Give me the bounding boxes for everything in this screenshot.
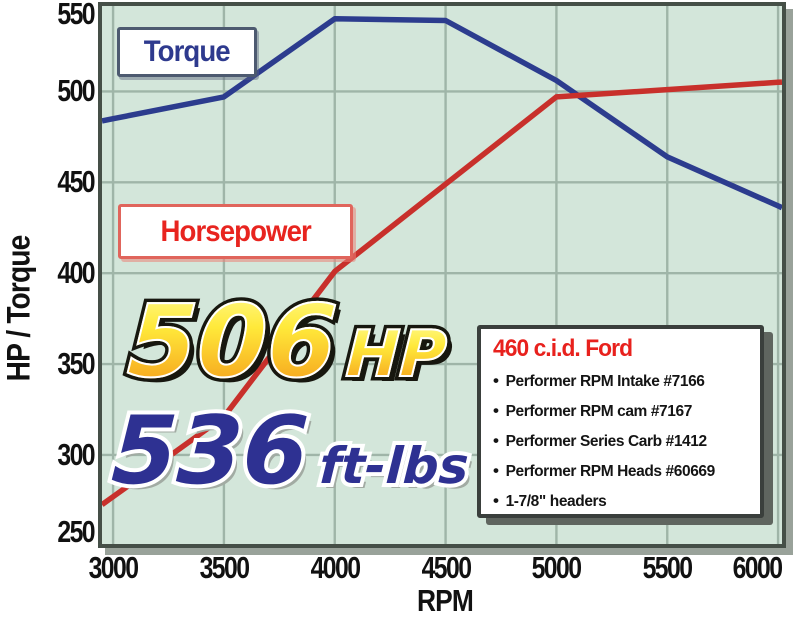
plot-area [98,2,786,548]
engine-spec-list: • Performer RPM Intake #7166 • Performer RP… [493,366,752,516]
x-tick-label: 5500 [642,550,693,585]
y-tick-label: 300 [57,436,95,472]
peak-horsepower-callout: 506 506 HP HP [120,279,453,405]
spec-item: • Performer RPM Intake #7166 [493,366,752,396]
x-tick-label: 4000 [310,550,360,585]
spec-item: • 1-7/8" headers [493,486,752,516]
horsepower-legend: Horsepower [118,204,353,259]
spec-item-text: 1-7/8" headers [505,493,607,510]
bullet-icon: • [493,431,499,450]
torque-line [102,15,782,211]
peak-hp-value: 506 506 [120,279,344,405]
spec-item-text: Performer Series Carb #1412 [505,433,708,450]
horsepower-line [102,79,782,507]
y-axis-title-text: HP / Torque [0,235,37,382]
y-tick-label: 450 [57,164,95,200]
x-axis-title: RPM [416,583,474,617]
torque-legend: Torque [117,27,257,77]
y-tick-label: 250 [57,514,95,549]
peak-torque-callout: 536 536 ft-lbs ft-lbs [105,393,474,510]
spec-item-text: Performer RPM cam #7167 [505,403,693,420]
peak-hp-unit: HP HP [340,314,453,397]
spec-item: • Performer Series Carb #1412 [493,426,752,456]
bullet-icon: • [493,491,499,510]
y-tick-label: 400 [57,255,95,291]
horsepower-legend-label: Horsepower [160,214,311,248]
engine-spec-box: 460 c.i.d. Ford • Performer RPM Intake #7… [477,325,764,518]
x-tick-label: 4500 [421,550,471,585]
engine-spec-title: 460 c.i.d. Ford [493,335,633,362]
y-tick-label: 550 [57,0,95,31]
peak-torque-value: 536 536 [105,393,315,510]
bullet-icon: • [493,401,499,420]
spec-item: • Performer RPM cam #7167 [493,396,752,426]
y-axis-title: HP / Torque [0,0,38,617]
y-tick-label: 500 [57,73,95,109]
bullet-icon: • [493,371,499,390]
y-tick-label: 350 [57,346,95,382]
bullet-icon: • [493,461,499,480]
x-tick-label: 6000 [732,550,783,585]
torque-legend-label: Torque [144,35,231,68]
spec-item: • Performer RPM Heads #60669 [493,456,752,486]
peak-torque-unit: ft-lbs ft-lbs [314,433,474,499]
x-tick-label: 3000 [88,550,139,585]
x-tick-label: 5000 [532,550,582,585]
spec-item-text: Performer RPM Heads #60669 [505,463,716,480]
x-tick-label: 3500 [199,550,250,585]
spec-item-text: Performer RPM Intake #7166 [505,373,705,390]
